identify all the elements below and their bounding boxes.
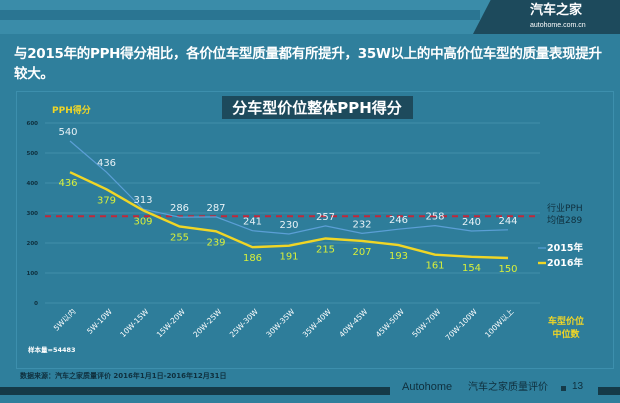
data-label: 186 [243,253,262,264]
x-tick-label: 15W-20W [155,307,187,339]
logo-en: autohome.com.cn [530,22,586,29]
x-tick-label: 30W-35W [264,307,296,339]
x-tick-label: 100W以上 [483,307,516,340]
footer-bar-right [598,387,620,395]
reference-label-line2: 均值289 [547,214,582,226]
data-label: 230 [279,220,298,231]
data-label: 246 [389,215,408,226]
data-source: 数据来源：汽车之家质量评价 2016年1月1日-2016年12月31日 [20,372,227,380]
series-line-2016年 [69,171,509,260]
data-label: 258 [425,212,444,223]
data-label: 257 [316,212,335,223]
chart-title: 分车型价位整体PPH得分 [232,99,402,117]
x-tick-label: 35W-40W [301,307,333,339]
data-label: 540 [58,127,77,138]
data-label: 215 [316,245,335,256]
data-label: 193 [389,251,408,262]
y-tick-label: 0 [34,301,38,307]
x-tick-label: 40W-45W [337,307,369,339]
data-label: 241 [243,217,262,228]
y-tick-label: 600 [27,121,39,127]
x-tick-label: 20W-25W [191,307,223,339]
x-tick-label: 5W-10W [85,307,114,336]
y-tick-label: 400 [27,181,39,187]
legend-label: 2016年 [547,257,583,269]
y-tick-label: 200 [27,241,39,247]
x-tick-label: 70W-100W [443,307,479,343]
data-label: 255 [170,233,189,244]
data-label: 207 [352,247,371,258]
data-label: 240 [462,217,481,228]
data-label: 239 [206,237,225,248]
data-label: 191 [279,252,298,263]
data-label: 309 [133,216,152,227]
y-tick-label: 300 [27,211,39,217]
headline: 与2015年的PPH得分相比，各价位车型质量都有所提升，35W以上的中高价位车型… [14,46,602,82]
chart-title-bg [222,96,413,119]
page-number: 13 [572,381,584,392]
data-label: 287 [206,203,225,214]
y-axis-label: PPH得分 [52,104,91,116]
logo-cn: 汽车之家 [530,3,583,18]
data-label: 154 [462,263,481,274]
data-label: 286 [170,203,189,214]
legend-label: 2015年 [547,242,583,254]
data-label: 161 [425,261,444,272]
data-label: 232 [352,219,371,230]
data-label: 436 [58,178,77,189]
top-band [0,10,480,20]
x-tick-label: 45W-50W [374,307,406,339]
sample-size-note: 样本量=54483 [28,345,76,354]
footer-square [561,386,566,391]
x-tick-label: 10W-15W [118,307,150,339]
footer-brand-en: Autohome [402,381,453,393]
data-label: 313 [133,195,152,206]
data-label: 244 [498,216,517,227]
x-tick-label: 50W-70W [410,307,442,339]
x-tick-label: 25W-30W [228,307,260,339]
footer-bar-left [0,387,390,395]
data-label: 436 [97,158,116,169]
x-axis-label-line1: 车型价位 [548,315,584,327]
y-tick-label: 500 [27,151,39,157]
data-label: 379 [97,195,116,206]
chart-box [16,91,614,369]
reference-label-line1: 行业PPH [547,202,583,214]
logo-background [473,0,620,34]
y-tick-label: 100 [27,271,39,277]
data-label: 150 [498,264,517,275]
footer-brand-cn: 汽车之家质量评价 [468,382,548,393]
x-axis-label-line2: 中位数 [552,328,580,340]
x-tick-label: 5W以内 [51,306,77,332]
